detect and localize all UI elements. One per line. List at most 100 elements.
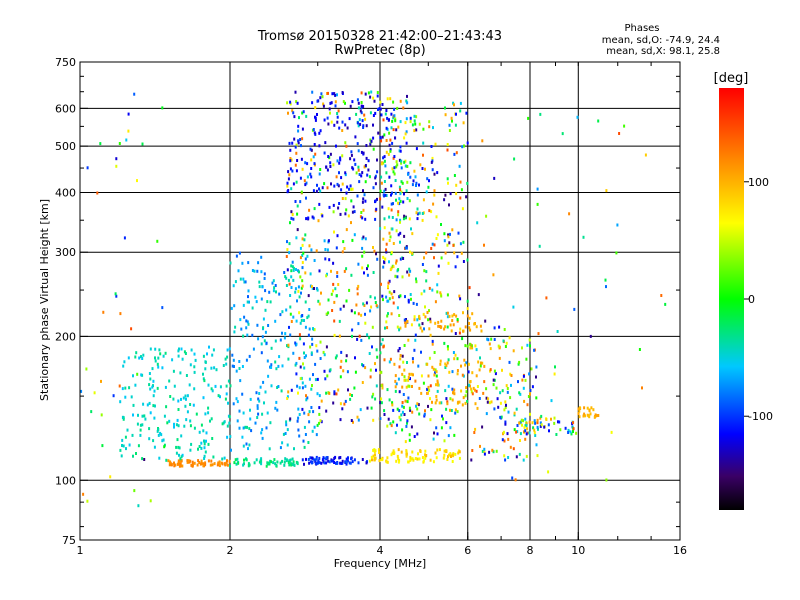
data-point [396,407,399,411]
data-point [535,375,537,379]
data-point [301,261,304,264]
data-point [412,373,414,377]
data-point [294,290,297,294]
data-point [294,287,297,291]
data-point [186,460,189,464]
data-point [334,93,337,97]
data-point [288,325,290,329]
data-point [178,453,180,457]
data-point [204,461,207,465]
data-point [408,267,411,271]
data-point [248,427,251,431]
data-point [314,362,317,366]
data-point [446,345,449,349]
data-point [285,420,288,424]
data-point [477,360,480,364]
data-point [190,442,193,446]
data-point [269,421,272,425]
data-point [264,390,267,394]
data-point [288,242,291,246]
data-point [270,460,273,464]
data-point [446,143,449,146]
data-point [328,391,331,395]
data-point [361,363,363,367]
data-point [380,342,383,346]
data-point [389,138,392,142]
data-point [528,420,531,424]
data-point [127,356,130,360]
data-point [394,431,397,435]
data-point [393,155,396,158]
data-point [299,337,302,341]
data-point [440,223,442,226]
data-point [186,459,189,463]
data-point [211,437,214,440]
data-point [186,394,189,398]
data-point [297,285,300,289]
data-point [547,423,550,427]
data-point [193,387,196,391]
data-point [202,464,205,468]
data-point [424,453,426,457]
data-point [431,400,433,404]
data-point [407,396,410,400]
data-point [392,202,394,206]
data-point [447,358,450,362]
data-point [366,173,369,177]
data-point [597,119,600,123]
data-point [390,453,393,457]
data-point [444,193,447,197]
data-point [166,421,169,425]
data-point [412,179,415,183]
data-point [353,158,356,162]
data-point [317,459,320,463]
data-point [316,423,319,427]
data-point [397,268,400,272]
data-point [474,427,477,431]
data-point [127,112,130,116]
data-point [197,447,199,451]
data-point [382,161,385,165]
data-point [175,423,178,427]
data-point [348,117,351,121]
data-point [204,450,207,454]
data-point [467,370,470,374]
data-point [294,363,297,367]
data-point [263,277,266,280]
data-point [527,395,530,398]
data-point [301,243,304,247]
data-point [282,432,285,436]
data-point [157,356,160,360]
data-point [356,337,359,341]
data-point [398,185,401,189]
data-point [509,396,512,400]
data-point [315,433,318,437]
data-point [407,384,410,388]
data-point [274,319,277,323]
x-tick-label: 6 [464,544,471,557]
data-point [290,210,293,214]
data-point [458,164,461,168]
data-point [526,343,529,347]
data-point [504,400,507,404]
data-point [353,458,356,462]
data-point [431,168,434,172]
data-point [226,348,229,352]
data-point [391,403,394,407]
data-point [388,279,391,283]
data-point [309,147,312,151]
data-point [177,445,180,449]
data-point [524,378,527,382]
data-point [401,372,404,376]
data-point [372,418,375,422]
data-point [299,246,302,250]
data-point [479,356,481,360]
data-point [377,448,380,452]
data-point [407,338,410,342]
data-point [397,457,400,461]
data-point [156,362,159,366]
data-point [524,429,527,433]
data-point [399,120,402,124]
data-point [296,101,299,105]
data-point [292,460,295,464]
